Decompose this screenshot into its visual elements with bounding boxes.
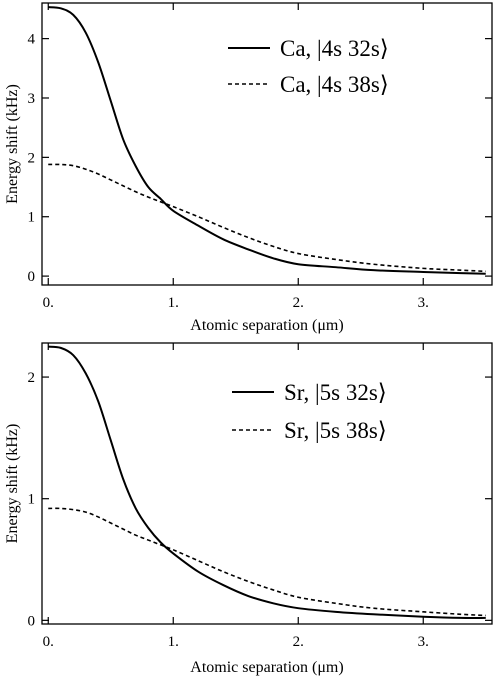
chart1-plot-frame <box>41 2 493 286</box>
chart1-series-2-line <box>48 163 486 273</box>
chart1-y-tick-label: 1 <box>28 210 36 226</box>
chart2-plot-frame <box>41 342 493 625</box>
chart2-x-tick-label: 0. <box>43 634 54 650</box>
chart2-y-tick-label: 1 <box>28 492 36 508</box>
chart1-y-tick-label: 2 <box>28 150 36 166</box>
chart1-x-tick-label: 0. <box>43 295 54 311</box>
chart2-y-tick-label: 2 <box>28 370 36 386</box>
chart2-x-tick-label: 2. <box>293 634 304 650</box>
chart2-series-1-line <box>48 345 486 620</box>
chart2-series-2-line <box>48 507 486 617</box>
chart2-y-tick-label: 0 <box>28 613 36 629</box>
chart2-y-axis-label: Energy shift (kHz) <box>4 424 21 544</box>
chart1-y-tick-label: 3 <box>28 91 36 107</box>
chart1-y-axis-label: Energy shift (kHz) <box>4 84 21 204</box>
chart1-x-axis-label: Atomic separation (μm) <box>190 317 343 334</box>
chart2-legend-label-2: Sr, |5s 38s⟩ <box>284 418 387 443</box>
chart2-legend-label-1: Sr, |5s 32s⟩ <box>284 380 387 405</box>
chart1-x-tick-label: 1. <box>168 295 179 311</box>
chart2-x-axis-label: Atomic separation (μm) <box>190 659 343 676</box>
chart2-x-tick-label: 3. <box>418 634 429 650</box>
chart1-legend-label-1: Ca, |4s 32s⟩ <box>280 36 389 61</box>
chart1-y-tick-label: 0 <box>28 269 36 285</box>
chart1-y-tick-label: 4 <box>28 32 36 48</box>
chart1-x-tick-label: 2. <box>293 295 304 311</box>
chart1-x-tick-label: 3. <box>418 295 429 311</box>
chart1-legend-label-2: Ca, |4s 38s⟩ <box>280 72 389 97</box>
chart1-series-1-line <box>48 6 486 275</box>
chart2-x-tick-label: 1. <box>168 634 179 650</box>
